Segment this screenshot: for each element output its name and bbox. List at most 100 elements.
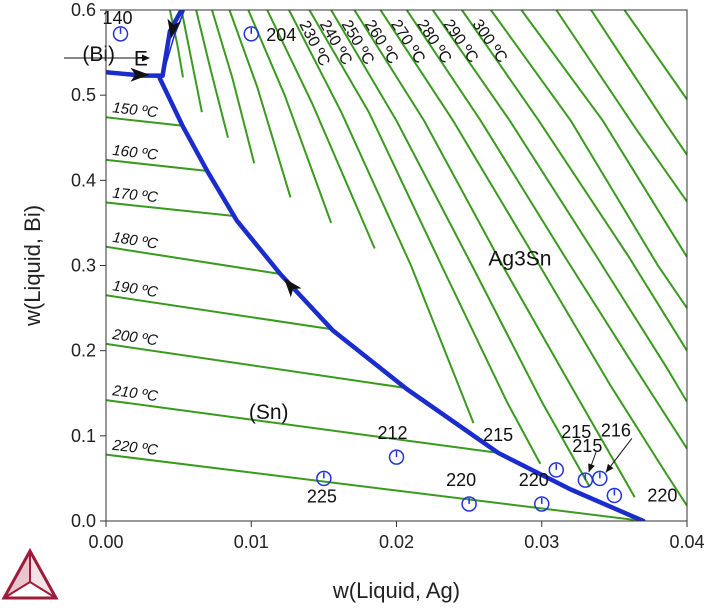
- data-point-label: 215: [572, 436, 602, 456]
- isotherm-label: 150 ºC: [112, 99, 159, 121]
- isotherm-line: [405, 10, 687, 450]
- data-point-marker: [243, 26, 259, 42]
- logo-facet: [30, 551, 56, 598]
- data-point-marker: [388, 449, 405, 465]
- direction-arrow: [284, 278, 302, 298]
- isotherm-line: [106, 399, 499, 454]
- data-point-marker: [534, 496, 550, 512]
- x-tick-label: 0.00: [88, 532, 123, 552]
- isotherm-line: [195, 10, 229, 139]
- boundary-arrows: [130, 18, 302, 298]
- isotherms-ag3sn: [168, 10, 687, 507]
- isotherm-line: [431, 10, 687, 403]
- y-tick-label: 0.2: [71, 341, 96, 361]
- isotherm-label: 160 ºC: [112, 142, 159, 164]
- isotherm-label: 210 ºC: [110, 382, 159, 405]
- region-label: Ag3Sn: [488, 248, 551, 271]
- data-point-marker: [316, 470, 332, 487]
- x-tick-label: 0.03: [524, 532, 559, 552]
- data-point: 212: [377, 423, 408, 465]
- x-axis-ticks: 0.00 0.01 0.02 0.03 0.04: [88, 521, 705, 552]
- data-point-label: 204: [266, 25, 296, 45]
- isotherm-line: [353, 10, 636, 498]
- data-point: 220: [519, 470, 550, 512]
- isotherm-line: [211, 10, 256, 164]
- isotherm-line: [180, 10, 203, 113]
- isotherm-line: [288, 10, 475, 424]
- y-tick-label: 0.0: [71, 511, 96, 531]
- data-point-label: 220: [647, 485, 677, 505]
- direction-arrow: [167, 18, 182, 39]
- data-point-label: 140: [103, 8, 133, 28]
- region-label: (Sn): [249, 401, 289, 424]
- isotherm-line: [168, 10, 184, 78]
- data-point-marker: [461, 496, 477, 512]
- isotherm-label: 220 ºC: [111, 437, 159, 460]
- data-point-marker: [112, 26, 129, 42]
- direction-arrow: [130, 67, 150, 82]
- isotherm-label: 180 ºC: [111, 229, 159, 253]
- isotherm-line: [106, 453, 644, 521]
- isotherm-line: [590, 10, 687, 156]
- callout-arrowhead: [588, 463, 595, 473]
- bi-callout-arrowhead: [142, 54, 150, 62]
- isotherm-line: [379, 10, 687, 507]
- isotherm-line: [330, 10, 591, 488]
- side-label: 215: [483, 425, 513, 445]
- phase-boundaries: [106, 10, 646, 521]
- data-point-label: 220: [519, 470, 549, 490]
- isotherm-line: [106, 201, 236, 218]
- data-point: 215: [548, 422, 591, 478]
- isotherm-line: [555, 10, 687, 203]
- isotherm-line: [520, 10, 687, 258]
- data-point: 140: [103, 8, 133, 42]
- y-tick-label: 0.5: [71, 85, 96, 105]
- region-labels: (Bi) E Ag3Sn (Sn): [64, 43, 551, 424]
- data-point: 220: [606, 485, 677, 505]
- data-point-label: 216: [601, 420, 631, 440]
- isotherm-line: [106, 342, 407, 390]
- thermo-calc-logo: [1, 547, 59, 600]
- data-point-label: 220: [446, 470, 476, 490]
- y-axis-ticks: 0.0 0.1 0.2 0.3 0.4 0.5 0.6: [71, 0, 106, 531]
- y-tick-label: 0.6: [71, 0, 96, 20]
- data-point: 225: [307, 470, 337, 506]
- isotherm-label: 190 ºC: [111, 277, 159, 301]
- data-point-label: 225: [307, 486, 337, 506]
- y-axis-title: w(Liquid, Bi): [20, 205, 45, 327]
- boundary-line: [157, 75, 646, 521]
- y-tick-label: 0.3: [71, 256, 96, 276]
- x-tick-label: 0.04: [669, 532, 704, 552]
- region-label: (Bi): [82, 43, 115, 66]
- isotherm-label: 170 ºC: [112, 185, 159, 207]
- y-tick-label: 0.4: [71, 170, 96, 190]
- callout-arrowhead: [605, 463, 614, 473]
- data-point: 204: [243, 25, 296, 45]
- region-label: E: [134, 47, 148, 70]
- isotherm-line: [228, 10, 292, 198]
- isotherm-line: [490, 10, 687, 309]
- logo-triangle: [1, 547, 59, 600]
- isotherms-low: [106, 116, 644, 521]
- data-point-marker: [548, 462, 565, 478]
- y-tick-label: 0.1: [71, 426, 96, 446]
- data-point: 215: [572, 436, 602, 488]
- data-point: 216: [592, 420, 631, 487]
- isotherm-line: [623, 10, 687, 100]
- isotherm-line: [461, 10, 687, 352]
- data-point-label: 212: [377, 423, 407, 443]
- data-point-label: 215: [561, 422, 591, 442]
- x-axis-title: w(Liquid, Ag): [332, 578, 460, 603]
- isotherm-line: [106, 116, 184, 127]
- logo-line: [3, 581, 31, 599]
- isotherm-line: [106, 245, 281, 275]
- isotherm-label: 200 ºC: [110, 326, 159, 350]
- isotherm-line: [266, 10, 376, 249]
- data-point-marker: [592, 470, 608, 487]
- isotherm-line: [308, 10, 542, 465]
- logo-line: [29, 581, 57, 599]
- x-tick-label: 0.01: [234, 532, 269, 552]
- x-tick-label: 0.02: [379, 532, 414, 552]
